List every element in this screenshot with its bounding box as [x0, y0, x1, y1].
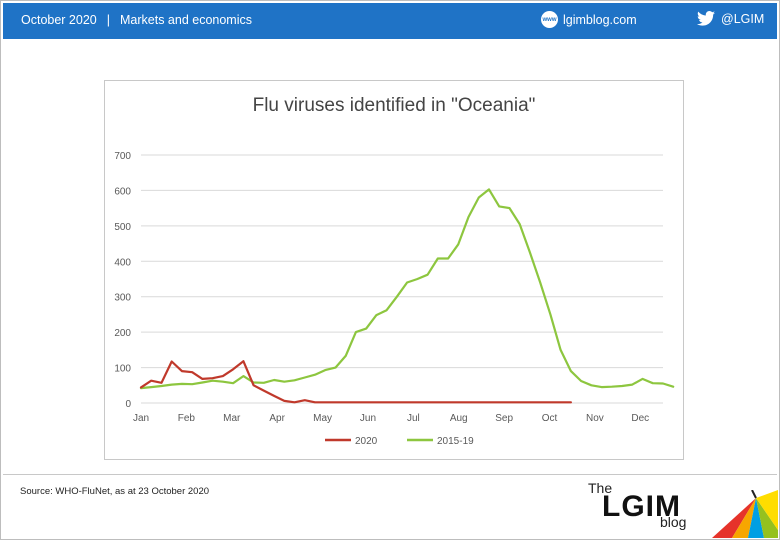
source-note: Source: WHO-FluNet, as at 23 October 202… — [20, 486, 210, 497]
legend-label: 2015-19 — [437, 436, 474, 447]
x-tick-label: Nov — [586, 413, 604, 424]
chart-container: Flu viruses identified in "Oceania" 0 100 2… — [104, 80, 684, 460]
y-tick-label: 500 — [114, 222, 131, 233]
logo-the-text: The — [588, 480, 613, 496]
twitter-link[interactable]: @LGIM — [697, 11, 764, 26]
y-tick-label: 700 — [114, 151, 131, 162]
x-tick-label: Oct — [542, 413, 558, 424]
x-tick-label: Aug — [450, 413, 468, 424]
header-bar: October 2020 | Markets and economics www l… — [3, 3, 777, 39]
legend-label: 2020 — [355, 436, 378, 447]
flu-chart: Flu viruses identified in "Oceania" 0 100 2… — [114, 95, 675, 447]
y-tick-label: 400 — [114, 257, 131, 268]
header-separator: | — [106, 13, 110, 27]
x-tick-label: Apr — [269, 413, 285, 424]
logo-main-text: LGIM — [602, 490, 681, 523]
series-line-2020 — [139, 360, 572, 404]
section-link[interactable]: Markets and economics — [120, 13, 253, 27]
y-tick-label: 200 — [114, 328, 131, 339]
x-tick-label: Sep — [495, 413, 513, 424]
twitter-bird-icon — [697, 11, 715, 26]
y-tick-label: 300 — [114, 293, 131, 304]
x-tick-label: Feb — [178, 413, 196, 424]
x-tick-label: May — [313, 413, 332, 424]
logo-blog-text: blog — [660, 514, 687, 530]
x-tick-label: Dec — [631, 413, 649, 424]
twitter-handle: @LGIM — [721, 11, 765, 26]
y-tick-label: 0 — [125, 399, 131, 410]
chart-title: Flu viruses identified in "Oceania" — [253, 95, 536, 116]
site-label: lgimblog.com — [563, 12, 637, 27]
y-tick-label: 600 — [114, 186, 131, 197]
series-line-2015-19 — [139, 188, 675, 390]
header-left: October 2020 | Markets and economics — [21, 13, 252, 27]
site-link[interactable]: www lgimblog.com — [541, 11, 637, 28]
date-label: October 2020 — [21, 13, 97, 27]
y-tick-label: 100 — [114, 364, 131, 375]
footer-divider — [3, 474, 777, 475]
x-tick-label: Jul — [407, 413, 420, 424]
lgim-blog-logo: The LGIM blog — [584, 480, 778, 538]
x-tick-label: Mar — [223, 413, 241, 424]
x-tick-label: Jun — [360, 413, 376, 424]
umbrella-logo-icon — [712, 490, 778, 538]
www-globe-icon: www — [541, 11, 558, 28]
x-tick-label: Jan — [133, 413, 149, 424]
